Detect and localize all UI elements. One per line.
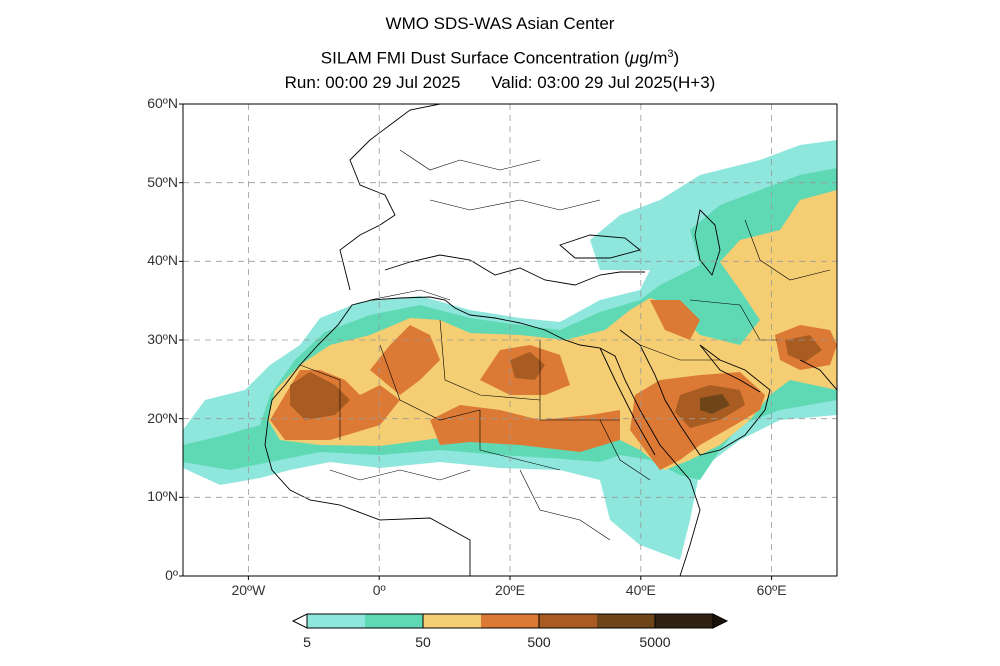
unit-mu: μ [629,48,640,68]
border-3 [439,319,541,401]
country-borders [299,149,831,541]
unit-close: ) [673,48,680,68]
colorbar-segment [597,614,656,628]
colorbar-label: 500 [527,634,551,650]
colorbar-segment [423,614,482,628]
dust-level-100d [430,405,620,452]
lat-tick-label: 10ºN [147,488,178,505]
border-14 [369,289,451,301]
gridlines [183,104,837,576]
colorbar-label: 50 [415,634,431,650]
lat-tick-label: 40ºN [147,252,178,269]
colorbar-max-arrow [712,613,729,629]
unit-gm: g/m [639,48,668,68]
caspian-sea [694,209,721,276]
title-line-3: Run: 00:00 29 Jul 2025 Valid: 03:00 29 J… [0,73,1000,93]
border-1 [299,364,341,440]
india-coast [799,359,837,391]
colorbar-segment [481,614,540,628]
lon-tick-label: 40ºE [625,582,656,598]
border-10 [429,199,601,211]
border-6 [599,419,651,481]
colorbar-segment [365,614,424,628]
africa-coast [267,296,701,576]
border-5 [479,410,561,471]
lat-tick-label: 50ºN [147,173,178,190]
colorbar-label: 5000 [639,634,671,650]
colorbar-min-arrow [291,613,308,629]
border-2 [379,344,481,421]
arabia-coast [619,329,771,456]
lon-tick-label: 20ºE [494,582,526,598]
title-line-1: WMO SDS-WAS Asian Center [0,14,1000,34]
colorbar-label: 5 [303,634,311,650]
lon-tick-label: 0º [372,582,386,598]
title-product: SILAM FMI Dust Surface Concentration ( [320,48,630,68]
red-sea-west [599,347,656,456]
colorbar-segment [539,614,598,628]
gulf [699,344,761,393]
dust-level-500 [290,372,350,420]
dust-level-100f [650,300,700,340]
lat-tick-label: 0º [165,567,178,583]
europe-coast [339,104,441,291]
mediterranean-north [384,254,645,286]
dust-level-500b [510,352,545,380]
dust-level-100b [370,325,440,395]
dust-level-1000 [700,394,730,414]
title-line-2: SILAM FMI Dust Surface Concentration (μg… [0,44,1000,69]
border-11 [399,149,541,171]
west-africa-coast [264,419,471,576]
axis-ticks [179,103,773,580]
border-7 [639,344,720,361]
border-9 [744,219,831,281]
valid-time: Valid: 03:00 29 Jul 2025(H+3) [491,73,716,92]
colorbar-segment [307,614,366,628]
border-13 [519,469,611,541]
coastlines [264,104,837,576]
dust-level-500d [785,335,822,362]
colorbar-segment [655,614,714,628]
lat-tick-label: 20ºN [147,409,178,426]
lon-tick-label: 60ºE [756,582,787,598]
title-center: WMO SDS-WAS Asian Center [385,14,615,33]
lon-tick-label: 20ºW [231,582,266,598]
lat-tick-label: 60ºN [147,95,178,111]
unit-sup: 3 [667,48,674,60]
black-sea [559,234,641,259]
lat-tick-label: 30ºN [147,331,178,347]
run-time: Run: 00:00 29 Jul 2025 [284,73,461,92]
colorbar [291,613,729,629]
border-12 [329,469,471,481]
border-4 [539,340,620,421]
